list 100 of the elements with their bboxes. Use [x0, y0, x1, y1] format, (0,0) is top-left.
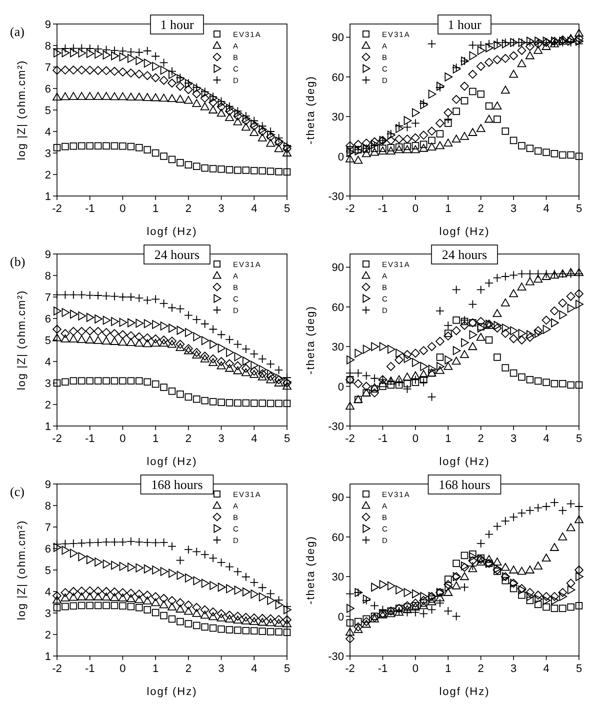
- text: (a): [10, 24, 24, 39]
- y-axis-title: log |Z| (ohm.cm²): [16, 60, 28, 160]
- y-tick-label: 8: [44, 40, 51, 52]
- x-tick-label: -1: [84, 663, 95, 675]
- x-tick-label: 5: [576, 203, 582, 215]
- x-tick-label: 1: [445, 433, 452, 445]
- x-tick-label: 5: [576, 663, 582, 675]
- x-tick-label: 2: [478, 433, 484, 445]
- x-tick-label: -1: [378, 203, 388, 215]
- text: (c): [10, 484, 24, 499]
- y-tick-label: 4: [44, 126, 51, 138]
- chart-title: 168 hours: [151, 477, 203, 492]
- y-tick-label: 2: [44, 400, 51, 412]
- y-tick-label: -30: [328, 651, 344, 663]
- y-tick-label: 6: [44, 544, 51, 556]
- y-tick-label: -30: [328, 191, 344, 203]
- text: (b): [10, 254, 26, 269]
- y-tick-label: 8: [44, 270, 51, 282]
- x-tick-label: 0: [412, 433, 418, 445]
- y-tick-label: 0: [338, 611, 344, 624]
- y-tick-label: 30: [332, 342, 344, 354]
- chart-title: 168 hours: [438, 477, 490, 492]
- x-tick-label: 3: [218, 203, 224, 215]
- y-tick-label: 6: [44, 84, 51, 96]
- y-tick-label: 9: [44, 479, 51, 491]
- y-tick-label: 0: [338, 381, 344, 394]
- x-tick-label: -1: [84, 433, 95, 445]
- y-tick-label: 60: [332, 302, 344, 314]
- x-tick-label: 3: [510, 203, 517, 215]
- x-tick-label: -2: [52, 433, 62, 445]
- y-tick-label: 9: [44, 249, 51, 261]
- x-tick-label: 0: [120, 203, 126, 215]
- y-tick-label: 0: [338, 151, 344, 164]
- y-tick-label: 5: [44, 565, 51, 577]
- y-tick-label: 9: [44, 19, 51, 31]
- y-tick-label: 3: [44, 608, 51, 620]
- x-tick-label: 2: [478, 663, 484, 675]
- y-tick-label: 2: [44, 630, 51, 642]
- y-tick-label: 5: [44, 105, 51, 117]
- chart-title: 24 hours: [154, 247, 200, 262]
- y-tick-label: 7: [44, 62, 51, 74]
- y-tick-label: 4: [44, 356, 51, 368]
- chart-title: 1 hour: [448, 17, 482, 32]
- y-tick-label: 7: [44, 522, 51, 534]
- x-tick-label: -1: [378, 663, 388, 675]
- x-tick-label: 3: [218, 663, 224, 675]
- y-tick-label: 2: [44, 170, 51, 182]
- y-tick-label: 3: [44, 378, 51, 390]
- x-axis-title: logf (Hz): [146, 226, 198, 238]
- x-tick-label: -2: [52, 663, 62, 675]
- y-tick-label: 3: [44, 148, 51, 160]
- x-tick-label: -2: [345, 203, 355, 215]
- chart-title: 24 hours: [442, 247, 488, 262]
- y-tick-label: 30: [332, 112, 344, 124]
- x-tick-label: 3: [510, 433, 517, 445]
- x-tick-label: 4: [251, 203, 258, 215]
- y-tick-label: 4: [44, 586, 51, 598]
- x-tick-label: 5: [284, 433, 290, 445]
- y-tick-label: 90: [332, 32, 344, 44]
- y-tick-label: 60: [332, 72, 344, 84]
- x-axis-title: logf (Hz): [146, 686, 198, 698]
- x-tick-label: 5: [284, 663, 290, 675]
- x-tick-label: -1: [84, 203, 95, 215]
- x-tick-label: 1: [152, 663, 159, 675]
- x-tick-label: 5: [576, 433, 582, 445]
- y-tick-label: 6: [44, 314, 51, 326]
- chart-title: 1 hour: [160, 17, 194, 32]
- y-tick-label: 60: [332, 532, 344, 544]
- y-tick-label: 30: [332, 572, 344, 584]
- y-tick-label: -30: [328, 421, 344, 433]
- x-tick-label: 1: [152, 203, 159, 215]
- x-tick-label: 2: [478, 203, 484, 215]
- y-axis-title: log |Z| (ohm.cm²): [16, 520, 28, 620]
- x-tick-label: 4: [251, 663, 258, 675]
- y-tick-label: 1: [44, 651, 51, 663]
- x-tick-label: 0: [412, 203, 418, 215]
- x-axis-title: logf (Hz): [439, 686, 490, 698]
- y-axis-title: -theta (deg): [305, 76, 317, 144]
- x-tick-label: 2: [185, 433, 192, 445]
- x-axis-title: logf (Hz): [439, 226, 490, 238]
- x-tick-label: 3: [218, 433, 224, 445]
- x-tick-label: 5: [284, 203, 290, 215]
- x-tick-label: -2: [345, 433, 355, 445]
- x-tick-label: 4: [543, 433, 550, 445]
- x-axis-title: logf (Hz): [146, 456, 198, 468]
- x-tick-label: 2: [185, 663, 192, 675]
- x-tick-label: -1: [378, 433, 388, 445]
- y-tick-label: 1: [44, 191, 51, 203]
- x-tick-label: 1: [445, 203, 452, 215]
- x-axis-title: logf (Hz): [439, 456, 490, 468]
- x-tick-label: 1: [152, 433, 159, 445]
- x-tick-label: 3: [510, 663, 517, 675]
- y-tick-label: 5: [44, 335, 51, 347]
- x-tick-label: -2: [52, 203, 62, 215]
- y-tick-label: 8: [44, 500, 51, 512]
- x-tick-label: 4: [251, 433, 258, 445]
- y-tick-label: 90: [332, 492, 344, 504]
- x-tick-label: 0: [412, 663, 418, 675]
- x-tick-label: 2: [185, 203, 192, 215]
- y-axis-title: -theta (deg): [305, 536, 317, 604]
